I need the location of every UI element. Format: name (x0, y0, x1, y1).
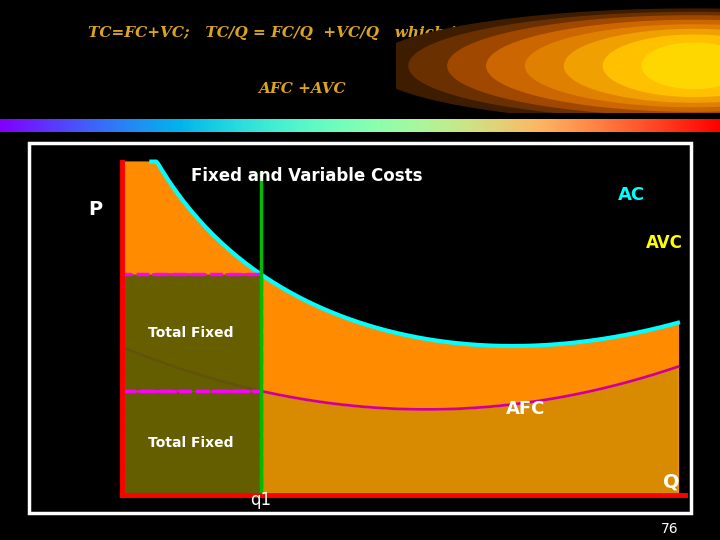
Text: Total Fixed: Total Fixed (148, 436, 234, 450)
Polygon shape (564, 30, 720, 102)
Bar (122, 391, 261, 495)
Polygon shape (448, 16, 720, 116)
Polygon shape (603, 35, 720, 96)
Polygon shape (409, 12, 720, 119)
Bar (122, 274, 261, 391)
Text: AC: AC (618, 186, 645, 204)
Text: 76: 76 (661, 522, 678, 536)
Polygon shape (487, 21, 720, 111)
Text: Q: Q (663, 472, 680, 491)
Polygon shape (370, 9, 720, 123)
Text: Total Fixed: Total Fixed (148, 326, 234, 340)
Polygon shape (526, 25, 720, 106)
Text: Fixed and Variable Costs: Fixed and Variable Costs (192, 167, 423, 185)
Text: AVC: AVC (647, 234, 683, 252)
Text: TC=FC+VC;   TC/Q = FC/Q  +VC/Q   which is ATC=: TC=FC+VC; TC/Q = FC/Q +VC/Q which is ATC… (88, 26, 517, 40)
Polygon shape (642, 43, 720, 89)
Text: AFC: AFC (506, 401, 545, 418)
Text: AFC +AVC: AFC +AVC (258, 82, 346, 96)
Text: q1: q1 (250, 491, 271, 509)
Text: P: P (88, 200, 102, 219)
